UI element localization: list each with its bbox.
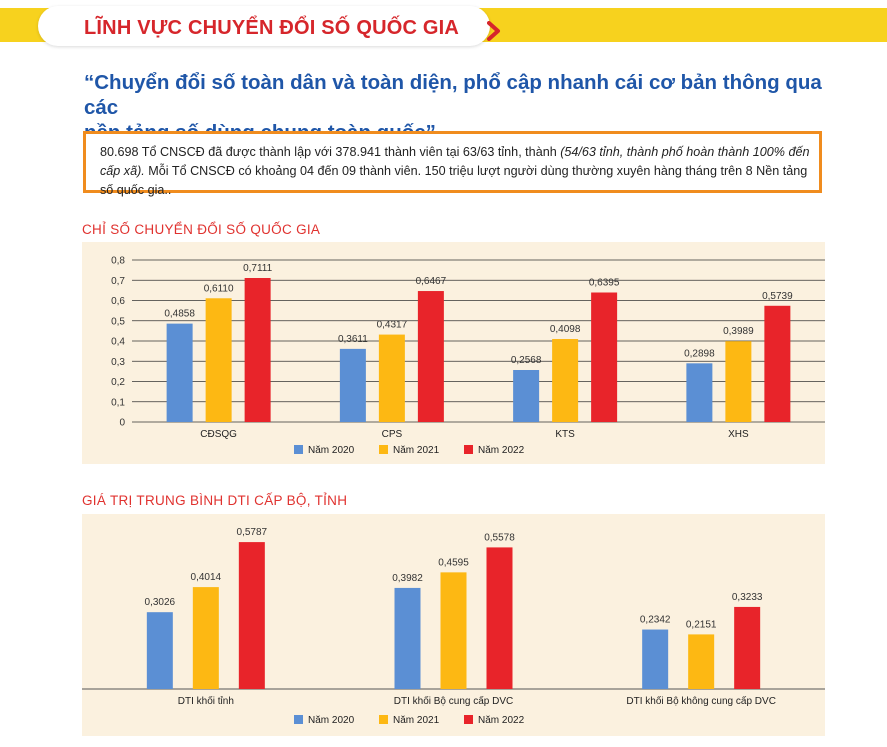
x-tick-label: CPS xyxy=(382,429,403,440)
bar xyxy=(513,369,540,422)
x-tick-label: DTI khối tỉnh xyxy=(178,695,234,707)
bar xyxy=(734,606,761,689)
info-box: 80.698 Tổ CNSCĐ đã được thành lập với 37… xyxy=(83,131,822,197)
chart1-title: CHỈ SỐ CHUYỂN ĐỔI SỐ QUỐC GIA xyxy=(82,222,321,237)
bar xyxy=(244,278,271,422)
data-label: 0,5739 xyxy=(762,291,793,302)
legend-label: Năm 2020 xyxy=(308,445,355,456)
chart1-panel: 0 0,1 0,2 0,3 0,4 0,5 0,6 0,7 0,8 0,4858 0,6110 0,7… xyxy=(82,242,825,464)
bar xyxy=(440,572,467,689)
bar xyxy=(146,612,173,689)
chart2-svg: 0,3026 0,4014 0,5787 DTI khối tỉnh 0,3982 0,4… xyxy=(82,527,825,726)
data-label: 0,6467 xyxy=(416,276,447,287)
x-tick-label: CĐSQG xyxy=(200,429,237,440)
data-label: 0,4098 xyxy=(550,324,581,335)
bar xyxy=(166,323,193,422)
chart2-panel: 0,3026 0,4014 0,5787 DTI khối tỉnh 0,3982 0,4… xyxy=(82,514,825,736)
data-label: 0,2151 xyxy=(686,619,717,630)
data-label: 0,5578 xyxy=(484,532,515,543)
legend-swatch xyxy=(379,715,388,724)
bar xyxy=(688,634,715,689)
bar xyxy=(552,339,579,422)
data-label: 0,2342 xyxy=(640,615,671,626)
data-label: 0,3989 xyxy=(723,326,754,337)
data-label: 0,6395 xyxy=(589,278,620,289)
y-tick-label: 0,5 xyxy=(111,316,125,327)
data-label: 0,4595 xyxy=(438,557,469,568)
data-label: 0,3026 xyxy=(145,597,176,608)
bar xyxy=(725,341,752,422)
legend-swatch xyxy=(464,715,473,724)
data-label: 0,4014 xyxy=(191,572,222,583)
y-tick-label: 0,8 xyxy=(111,256,125,267)
data-label: 0,7111 xyxy=(243,263,273,274)
chart1-svg: 0 0,1 0,2 0,3 0,4 0,5 0,6 0,7 0,8 0,4858 0,6110 0,7… xyxy=(111,256,825,456)
y-tick-label: 0 xyxy=(119,418,125,429)
bar xyxy=(394,587,421,689)
bar xyxy=(591,292,618,422)
data-label: 0,3611 xyxy=(338,334,368,345)
x-tick-label: DTI khối Bộ không cung cấp DVC xyxy=(626,695,776,707)
legend-label: Năm 2022 xyxy=(478,445,525,456)
y-tick-label: 0,7 xyxy=(111,276,125,287)
data-label: 0,6110 xyxy=(204,283,234,294)
bar xyxy=(378,334,405,422)
legend-label: Năm 2021 xyxy=(393,445,440,456)
header-pill: LĨNH VỰC CHUYỂN ĐỔI SỐ QUỐC GIA xyxy=(38,6,500,46)
bar xyxy=(486,547,513,689)
legend-swatch xyxy=(379,445,388,454)
info-part-3: Mỗi Tổ CNSCĐ có khoảng 04 đến 09 thành v… xyxy=(100,164,808,197)
info-part-2: (54/63 tỉnh, thành phố hoàn thành 100% đ… xyxy=(100,145,810,178)
data-label: 0,2568 xyxy=(511,355,542,366)
x-tick-label: KTS xyxy=(555,429,575,440)
y-tick-label: 0,6 xyxy=(111,296,125,307)
legend-swatch xyxy=(294,715,303,724)
y-tick-label: 0,2 xyxy=(111,377,125,388)
data-label: 0,3233 xyxy=(732,592,763,603)
x-tick-label: XHS xyxy=(728,429,749,440)
chevron-right-icon xyxy=(487,21,500,41)
bar xyxy=(686,363,713,422)
data-label: 0,5787 xyxy=(237,527,268,538)
chart2-title: GIÁ TRỊ TRUNG BÌNH DTI CẤP BỘ, TỈNH xyxy=(82,493,348,508)
data-label: 0,4317 xyxy=(377,320,408,331)
x-tick-label: DTI khối Bộ cung cấp DVC xyxy=(394,695,514,707)
info-text: 80.698 Tổ CNSCĐ đã được thành lập với 37… xyxy=(100,143,812,200)
bar xyxy=(764,305,791,422)
bar xyxy=(339,348,366,422)
bar xyxy=(238,542,265,689)
data-label: 0,4858 xyxy=(164,309,195,320)
bar xyxy=(642,629,669,689)
y-tick-label: 0,4 xyxy=(111,337,125,348)
data-label: 0,2898 xyxy=(684,348,715,359)
info-part-1: 80.698 Tổ CNSCĐ đã được thành lập với 37… xyxy=(100,145,561,159)
y-tick-label: 0,1 xyxy=(111,397,125,408)
y-tick-label: 0,3 xyxy=(111,357,125,368)
bar xyxy=(192,587,219,689)
quote-line-1: “Chuyển đổi số toàn dân và toàn diện, ph… xyxy=(84,71,822,119)
legend-label: Năm 2022 xyxy=(478,715,525,726)
bar xyxy=(205,298,232,422)
legend-swatch xyxy=(464,445,473,454)
page-title: LĨNH VỰC CHUYỂN ĐỔI SỐ QUỐC GIA xyxy=(84,17,460,39)
bar xyxy=(417,291,444,422)
data-label: 0,3982 xyxy=(392,573,423,584)
legend-label: Năm 2021 xyxy=(393,715,440,726)
legend-swatch xyxy=(294,445,303,454)
legend-label: Năm 2020 xyxy=(308,715,355,726)
